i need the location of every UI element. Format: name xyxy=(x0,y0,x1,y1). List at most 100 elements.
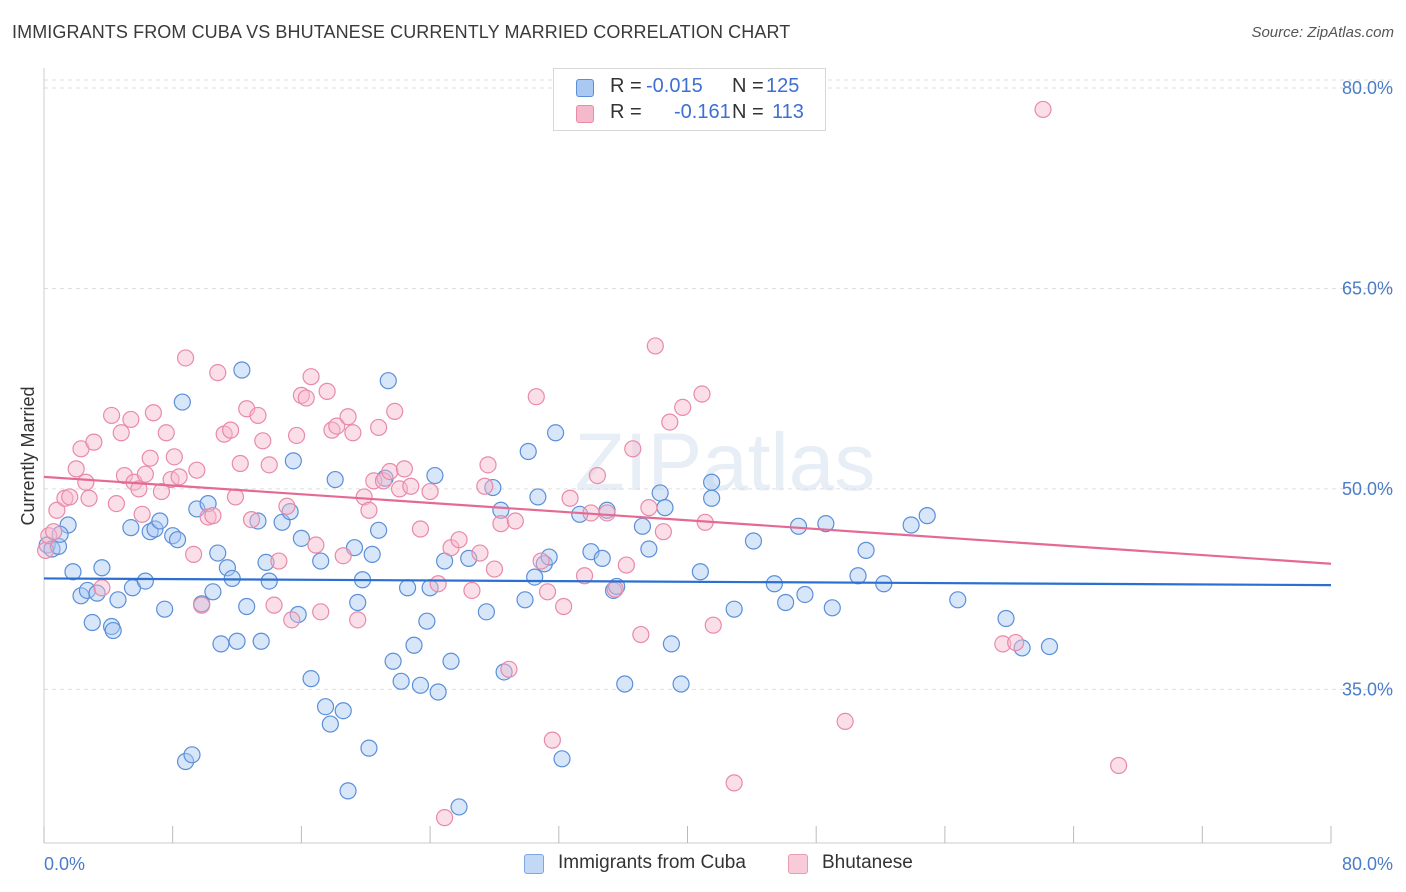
legend-label-cuba: Immigrants from Cuba xyxy=(558,852,746,873)
cuba-point-20 xyxy=(156,600,174,618)
bhutanese-point-82 xyxy=(492,515,510,533)
n-label: N = xyxy=(732,75,764,97)
cuba-point-22 xyxy=(168,531,187,549)
bhutanese-point-87 xyxy=(538,583,557,601)
y-tick-label-2: 65.0% xyxy=(1342,278,1393,298)
series-legend: Immigrants from Cuba Bhutanese xyxy=(0,852,1406,878)
cuba-point-29 xyxy=(204,583,222,601)
bhutanese-point-8 xyxy=(77,473,95,491)
bhutanese-point-76 xyxy=(450,531,468,549)
bhutanese-point-64 xyxy=(370,418,388,437)
bhutanese-trend-line xyxy=(43,475,1332,565)
cuba-point-108 xyxy=(817,515,835,533)
bhutanese-point-31 xyxy=(193,596,211,614)
bhutanese-point-98 xyxy=(632,625,650,644)
cuba-point-110 xyxy=(849,567,867,585)
bhutanese-point-27 xyxy=(170,468,188,486)
cuba-point-50 xyxy=(326,470,344,489)
cuba-point-83 xyxy=(540,548,558,566)
cuba-point-93 xyxy=(633,517,652,535)
cuba-point-62 xyxy=(392,672,410,690)
bhutanese-point-0 xyxy=(37,541,55,559)
bhutanese-point-106 xyxy=(704,616,722,634)
bhutanese-point-83 xyxy=(500,660,518,678)
cuba-point-13 xyxy=(109,591,127,609)
bhutanese-point-74 xyxy=(435,809,454,827)
bhutanese-point-22 xyxy=(144,404,162,422)
y-tick-label-0: 35.0% xyxy=(1342,679,1393,699)
bhutanese-point-28 xyxy=(176,349,195,367)
cuba-point-113 xyxy=(902,516,920,534)
cuba-point-104 xyxy=(765,575,783,593)
bhutanese-point-52 xyxy=(307,536,325,554)
source-credit: Source: ZipAtlas.com xyxy=(1251,24,1394,41)
cuba-point-31 xyxy=(212,635,230,653)
y-tick-label-1: 50.0% xyxy=(1342,479,1393,499)
bhutanese-point-23 xyxy=(152,482,171,501)
r-label: R = xyxy=(610,101,642,123)
cuba-point-17 xyxy=(141,523,159,541)
cuba-point-78 xyxy=(516,591,534,609)
cuba-point-99 xyxy=(691,563,709,581)
n-value: 113 xyxy=(772,101,804,123)
cuba-point-11 xyxy=(104,621,122,640)
bhutanese-point-56 xyxy=(328,417,346,435)
bhutanese-point-2 xyxy=(45,523,63,541)
bhutanese-point-103 xyxy=(674,398,692,416)
bhutanese-point-36 xyxy=(222,421,240,439)
bhutanese-point-80 xyxy=(479,456,497,474)
cuba-point-61 xyxy=(384,652,402,670)
cuba-point-42 xyxy=(281,503,299,521)
bhutanese-point-42 xyxy=(254,432,272,450)
n-value: 125 xyxy=(766,75,800,97)
bhutanese-point-88 xyxy=(543,731,561,749)
cuba-point-16 xyxy=(136,572,154,590)
bhutanese-point-10 xyxy=(85,433,103,451)
r-value: -0.015 xyxy=(646,75,703,97)
cuba-point-118 xyxy=(1040,637,1059,656)
bhutanese-point-3 xyxy=(48,501,66,519)
bhutanese-point-37 xyxy=(226,488,245,506)
bhutanese-point-101 xyxy=(654,523,672,541)
bhutanese-point-16 xyxy=(122,410,140,429)
bhutanese-point-40 xyxy=(242,511,261,529)
bhutanese-point-44 xyxy=(265,596,283,614)
bhutanese-point-97 xyxy=(624,440,642,458)
bhutanese-point-99 xyxy=(640,499,658,517)
bhutanese-point-102 xyxy=(661,413,679,431)
cuba-point-65 xyxy=(411,676,430,694)
cuba-point-51 xyxy=(334,702,352,720)
bhutanese-point-9 xyxy=(80,489,98,507)
bhutanese-point-49 xyxy=(292,386,310,404)
bhutanese-point-48 xyxy=(287,426,306,445)
chart-title: IMMIGRANTS FROM CUBA VS BHUTANESE CURREN… xyxy=(12,22,791,42)
cuba-point-95 xyxy=(651,484,669,502)
bhutanese-point-34 xyxy=(209,364,227,382)
bhutanese-point-45 xyxy=(270,552,288,570)
bhutanese-point-84 xyxy=(506,512,524,530)
bhutanese-point-54 xyxy=(318,382,336,400)
bhutanese-point-86 xyxy=(532,552,550,570)
stats-legend: R = -0.015 N = 125 R = -0.161 N = 113 xyxy=(553,68,826,131)
bhutanese-point-67 xyxy=(386,402,404,421)
bhutanese-point-91 xyxy=(575,567,594,585)
n-label: N = xyxy=(732,101,764,123)
bhutanese-point-51 xyxy=(302,368,320,386)
bhutanese-point-62 xyxy=(360,501,378,519)
cuba-point-72 xyxy=(450,798,468,816)
bhutanese-point-38 xyxy=(231,454,249,473)
bhutanese-point-72 xyxy=(421,482,439,501)
cuba-point-66 xyxy=(418,612,436,630)
bhutanese-point-58 xyxy=(339,408,357,426)
trend-lines xyxy=(43,475,1332,587)
bhutanese-point-33 xyxy=(204,507,222,525)
axes xyxy=(43,68,1332,844)
bhutanese-point-111 xyxy=(1034,100,1052,119)
bhutanese-point-70 xyxy=(402,477,420,495)
cuba-point-79 xyxy=(519,442,537,461)
cuba-point-32 xyxy=(218,559,236,577)
cuba-point-88 xyxy=(593,549,611,567)
bhutanese-point-11 xyxy=(93,579,111,597)
r-value: -0.161 xyxy=(674,101,731,123)
